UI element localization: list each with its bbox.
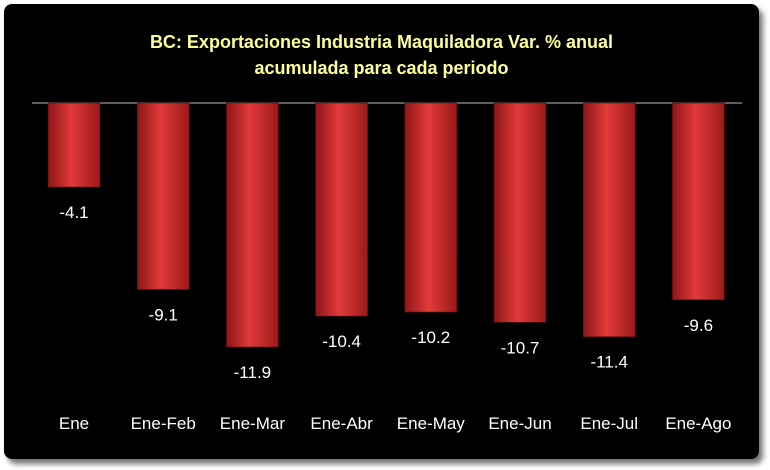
bar-ene-jul (582, 102, 636, 337)
bar-ene-may (404, 102, 458, 313)
category-label: Ene-Abr (310, 414, 373, 433)
bar-ene (47, 102, 101, 188)
value-label: -9.6 (684, 316, 713, 335)
value-label: -10.7 (501, 338, 540, 357)
value-label: -9.1 (149, 306, 178, 325)
value-label: -10.4 (322, 332, 361, 351)
category-label: Ene-Mar (220, 414, 286, 433)
category-label: Ene-Jun (488, 414, 551, 433)
category-label: Ene-Jul (580, 414, 638, 433)
category-label: Ene-May (397, 414, 466, 433)
value-label: -11.9 (234, 363, 272, 382)
category-label: Ene-Feb (131, 414, 196, 433)
bar-ene-jun (493, 102, 547, 323)
value-label: -10.2 (411, 328, 450, 347)
bar-ene-ago (672, 102, 725, 301)
category-label: Ene-Ago (665, 414, 731, 433)
bar-ene-abr (315, 102, 368, 317)
value-label: -11.4 (590, 353, 628, 372)
bar-ene-feb (136, 102, 190, 290)
bar-ene-mar (226, 102, 279, 348)
bar-chart: -4.1 -9.1 -11.9 -10.4 -10.2 -10.7 -11.4 -9.6 En… (32, 102, 742, 433)
value-label: -4.1 (59, 203, 88, 222)
chart-title-line-2: acumulada para cada periodo (254, 58, 509, 78)
category-label: Ene (59, 414, 89, 433)
chart-title: BC: Exportaciones Industria Maquiladora … (4, 29, 759, 81)
chart-title-line-1: BC: Exportaciones Industria Maquiladora … (149, 32, 614, 52)
chart-frame: BC: Exportaciones Industria Maquiladora … (4, 4, 759, 459)
